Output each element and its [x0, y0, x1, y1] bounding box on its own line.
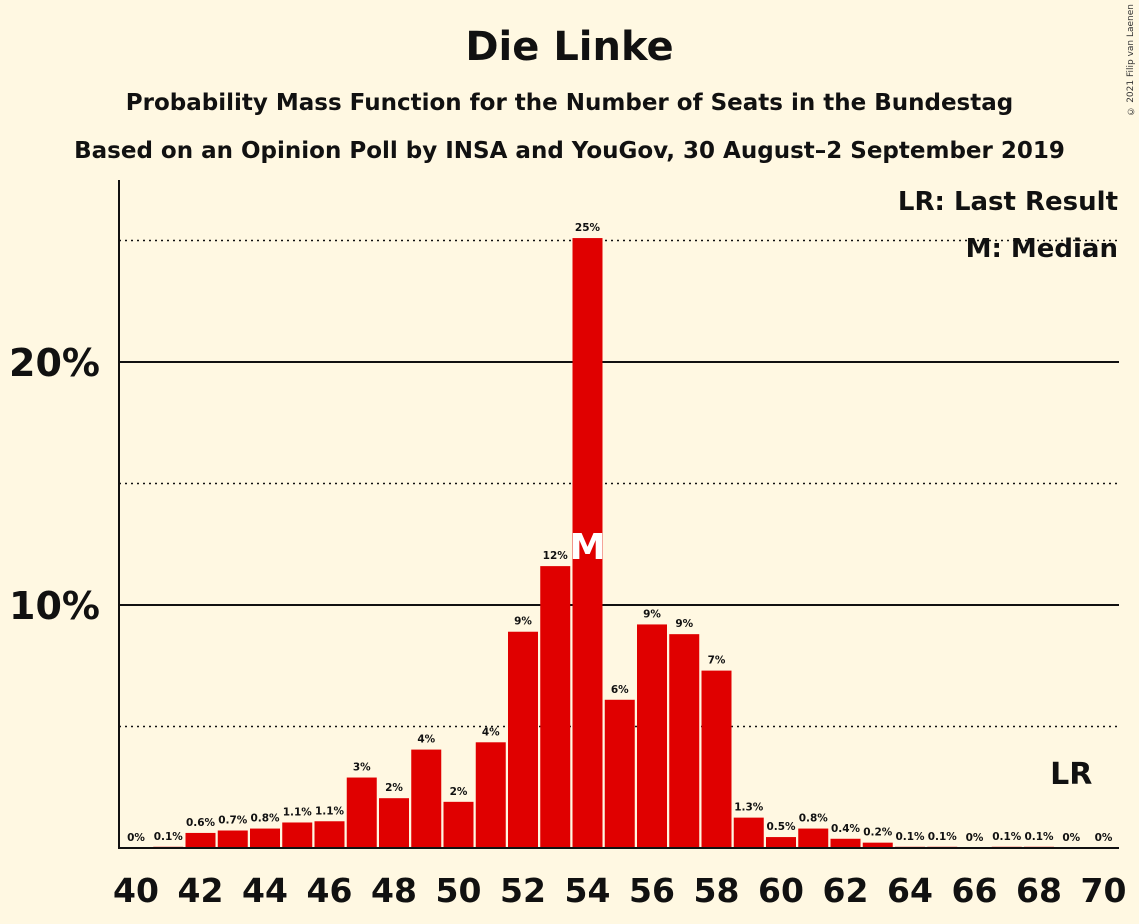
x-tick-label: 44 — [242, 871, 288, 910]
bar — [669, 634, 700, 848]
bar-value-label: 0.1% — [928, 831, 958, 843]
bar-value-label: 0.5% — [766, 821, 796, 833]
x-tick-label: 46 — [307, 871, 353, 910]
bar-value-label: 1.1% — [283, 806, 313, 818]
x-tick-label: 60 — [758, 871, 804, 910]
x-tick-label: 56 — [629, 871, 675, 910]
bar — [766, 837, 796, 848]
bar — [604, 699, 635, 848]
bar-value-label: 0.1% — [992, 831, 1022, 843]
x-tick-label: 62 — [823, 871, 869, 910]
bar-value-label: 0% — [966, 832, 984, 844]
bar — [282, 822, 313, 848]
bar — [314, 821, 345, 848]
bar-value-label: 0% — [1062, 832, 1080, 844]
x-tick-label: 50 — [436, 871, 482, 910]
bar-value-label: 0% — [127, 832, 145, 844]
bar — [217, 830, 248, 848]
bar-value-label: 0.1% — [1024, 831, 1054, 843]
legend-entry: LR: Last Result — [898, 187, 1118, 217]
bar-value-label: 2% — [450, 786, 468, 798]
bar-value-label: 0.1% — [154, 831, 184, 843]
bar-value-label: 0.2% — [863, 827, 893, 839]
bar-value-label: 1.3% — [734, 802, 764, 814]
bar — [185, 832, 216, 848]
x-tick-label: 52 — [500, 871, 546, 910]
y-tick-label: 20% — [9, 341, 100, 385]
bar — [540, 566, 571, 848]
bar — [798, 828, 829, 848]
bar-value-label: 4% — [417, 734, 435, 746]
legend-entry: M: Median — [966, 234, 1118, 264]
bar-value-label: 12% — [543, 550, 569, 562]
bar — [830, 838, 861, 848]
y-tick-label: 10% — [9, 584, 100, 628]
bar-value-label: 4% — [482, 726, 500, 738]
bar — [733, 817, 764, 848]
bar — [572, 238, 603, 848]
x-tick-label: 68 — [1016, 871, 1062, 910]
bar — [411, 749, 442, 848]
bar-value-label: 9% — [514, 616, 532, 628]
bar-value-label: 0.8% — [250, 813, 280, 825]
x-tick-label: 64 — [887, 871, 933, 910]
bar — [862, 842, 893, 848]
bar — [475, 742, 506, 848]
x-tick-label: 54 — [565, 871, 611, 910]
chart-subtitle-2: Based on an Opinion Poll by INSA and You… — [74, 138, 1065, 164]
x-tick-label: 66 — [952, 871, 998, 910]
bar-value-label: 0.7% — [218, 815, 248, 827]
x-tick-label: 40 — [113, 871, 159, 910]
bar-value-label: 0.1% — [895, 831, 925, 843]
bar-value-label: 3% — [353, 762, 371, 774]
bar — [379, 798, 409, 848]
bar-value-label: 7% — [708, 655, 726, 667]
bar — [250, 828, 280, 848]
bar — [508, 631, 538, 848]
bar-value-label: 9% — [675, 618, 693, 630]
bar-value-label: 1.1% — [315, 805, 345, 817]
bar — [701, 670, 732, 848]
x-tick-label: 58 — [694, 871, 740, 910]
bar — [637, 624, 667, 848]
median-marker: M — [570, 527, 606, 568]
bar — [346, 777, 377, 848]
bar-value-label: 0.6% — [186, 817, 216, 829]
bar-value-label: 25% — [575, 222, 601, 234]
chart-subtitle: Probability Mass Function for the Number… — [125, 90, 1014, 116]
bar — [443, 801, 474, 848]
chart-title: Die Linke — [465, 24, 674, 70]
bar-value-label: 6% — [611, 684, 629, 696]
bar-value-label: 2% — [385, 782, 403, 794]
bar-value-label: 0.8% — [799, 813, 829, 825]
bar-value-label: 0% — [1095, 832, 1113, 844]
x-tick-label: 42 — [178, 871, 224, 910]
x-tick-label: 48 — [371, 871, 417, 910]
bar-value-label: 9% — [643, 608, 661, 620]
bar-value-label: 0.4% — [831, 823, 861, 835]
last-result-marker: LR — [1050, 757, 1092, 792]
x-tick-label: 70 — [1081, 871, 1127, 910]
